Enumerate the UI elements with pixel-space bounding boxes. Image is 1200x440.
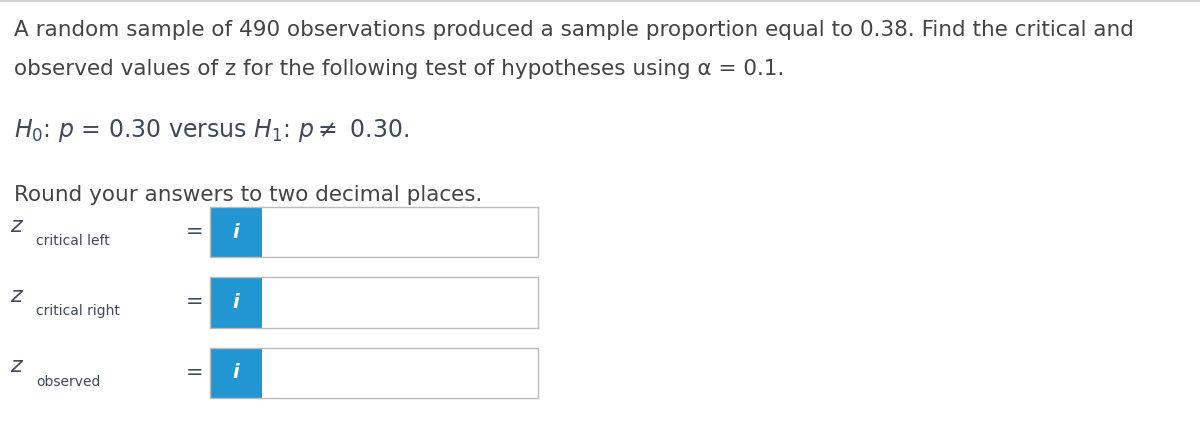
- Text: $H_0$: $p$ = 0.30 versus $H_1$: $p \neq$ 0.30.: $H_0$: $p$ = 0.30 versus $H_1$: $p \neq$…: [14, 117, 409, 143]
- Text: critical left: critical left: [36, 234, 109, 248]
- Text: =: =: [186, 293, 204, 312]
- Text: A random sample of 490 observations produced a sample proportion equal to 0.38. : A random sample of 490 observations prod…: [14, 20, 1134, 40]
- FancyBboxPatch shape: [210, 207, 262, 257]
- Text: observed: observed: [36, 375, 101, 389]
- Text: i: i: [233, 363, 239, 382]
- Text: $z$: $z$: [10, 216, 24, 235]
- Text: $z$: $z$: [10, 356, 24, 376]
- Text: $z$: $z$: [10, 286, 24, 306]
- FancyBboxPatch shape: [210, 348, 262, 398]
- FancyBboxPatch shape: [210, 277, 262, 328]
- Text: i: i: [233, 293, 239, 312]
- FancyBboxPatch shape: [262, 348, 538, 398]
- Text: =: =: [186, 222, 204, 242]
- Text: critical right: critical right: [36, 304, 120, 318]
- Text: observed values of z for the following test of hypotheses using α = 0.1.: observed values of z for the following t…: [14, 59, 785, 79]
- FancyBboxPatch shape: [262, 207, 538, 257]
- Text: Round your answers to two decimal places.: Round your answers to two decimal places…: [14, 185, 482, 205]
- Text: =: =: [186, 363, 204, 383]
- FancyBboxPatch shape: [262, 277, 538, 328]
- Text: i: i: [233, 223, 239, 242]
